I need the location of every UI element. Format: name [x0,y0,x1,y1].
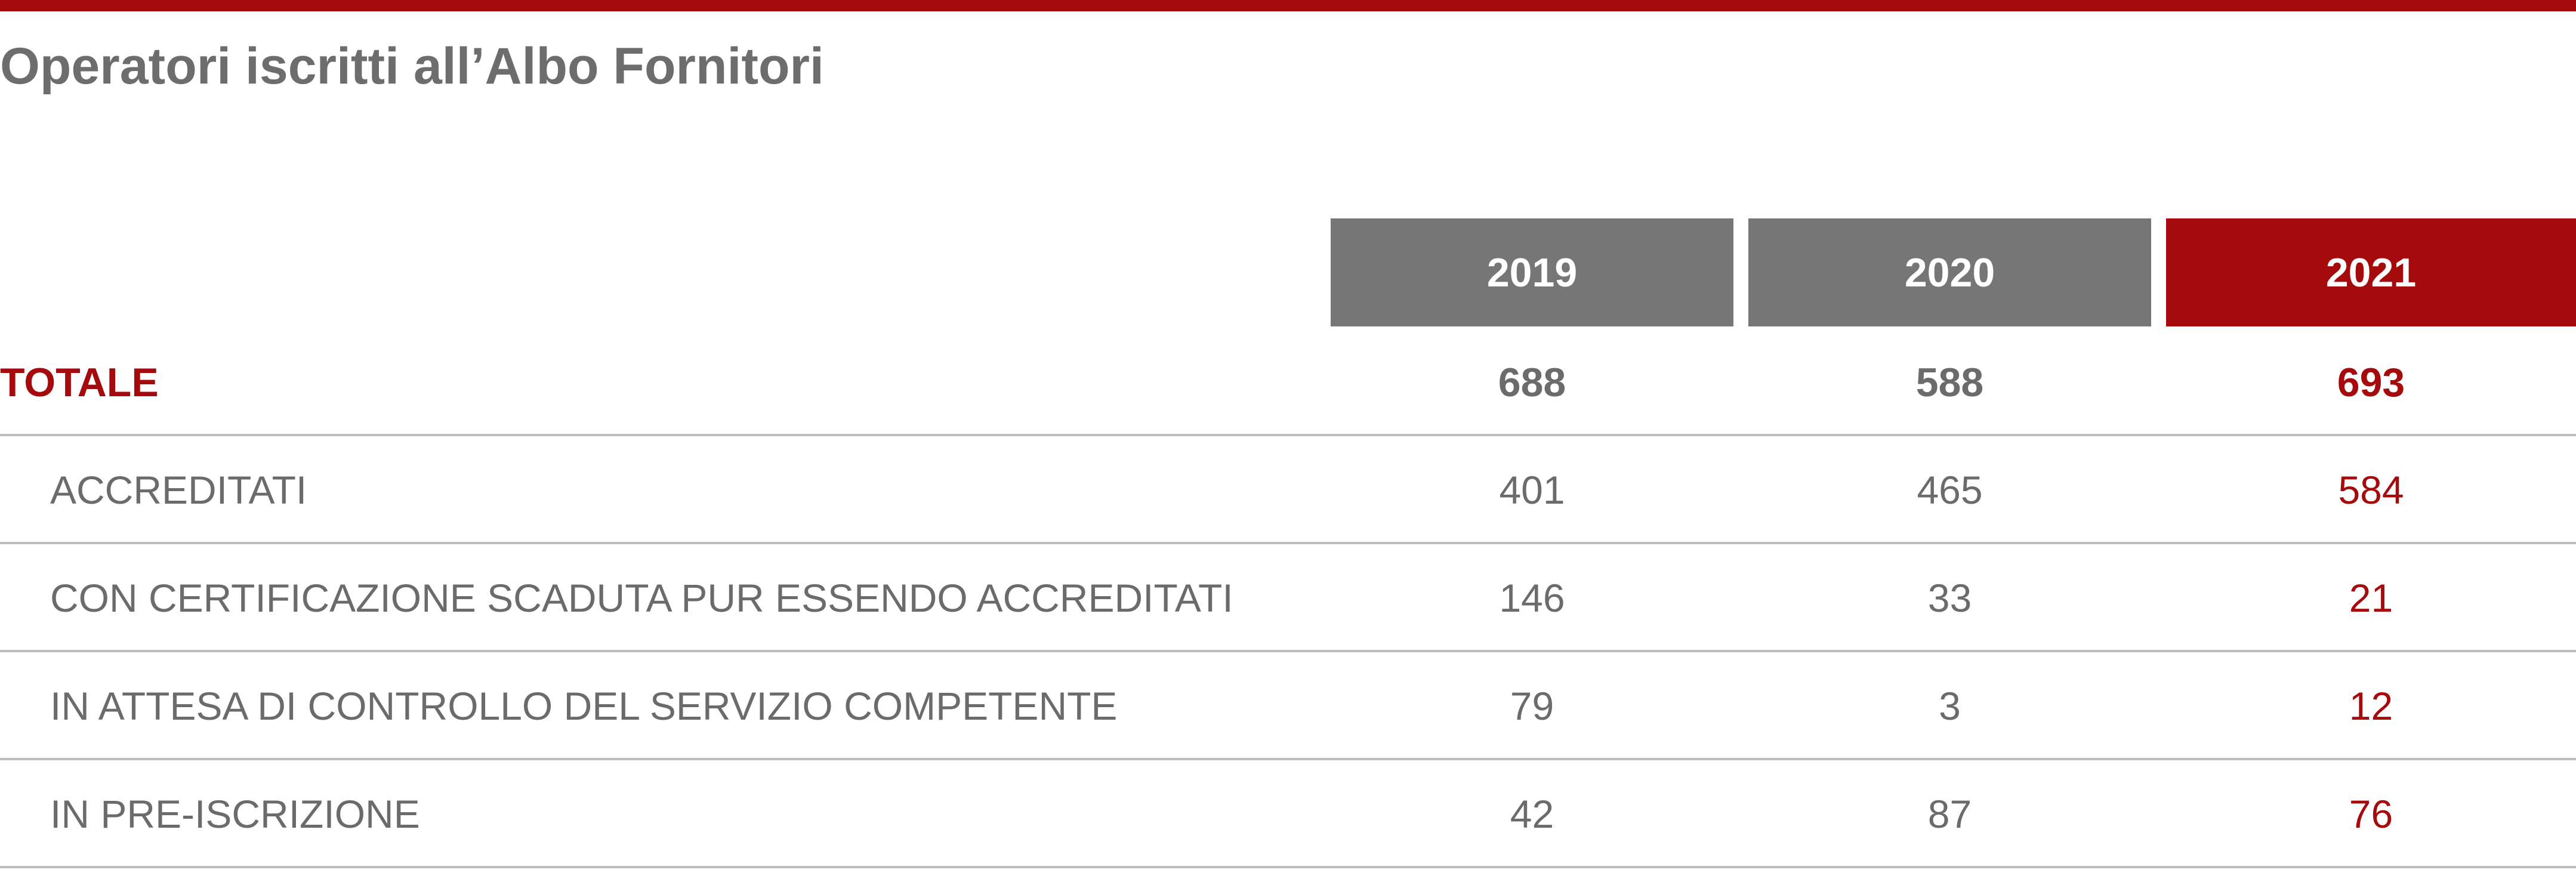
cell-in-attesa-2019: 79 [1510,684,1554,728]
table-row-totale: TOTALE 688 588 693 [0,329,2576,436]
row-label-certificazione-scaduta: CON CERTIFICAZIONE SCADUTA PUR ESSENDO A… [50,576,1233,620]
cell-accreditati-2020: 465 [1917,468,1983,512]
row-label-pre-iscrizione: IN PRE-ISCRIZIONE [50,792,420,836]
cell-in-attesa-2021: 12 [2349,684,2393,728]
table-row-pre-iscrizione: IN PRE-ISCRIZIONE 42 87 76 [0,760,2576,868]
cell-in-attesa-2020: 3 [1939,684,1961,728]
row-divider [0,542,2576,544]
cell-totale-2020: 588 [1915,360,1984,405]
row-divider [0,650,2576,652]
row-divider [0,758,2576,760]
cell-pre-iscrizione-2021: 76 [2349,792,2393,836]
cell-accreditati-2019: 401 [1499,468,1565,512]
top-accent-bar [0,0,2576,11]
row-label-accreditati: ACCREDITATI [50,468,307,512]
row-divider [0,866,2576,868]
cell-totale-2019: 688 [1498,360,1566,405]
cell-accreditati-2021: 584 [2338,468,2404,512]
row-label-in-attesa: IN ATTESA DI CONTROLLO DEL SERVIZIO COMP… [50,684,1118,728]
cell-totale-2021: 693 [2337,360,2405,405]
column-header-2021: 2021 [2166,218,2576,326]
row-label-totale: TOTALE [0,360,159,405]
cell-certificazione-scaduta-2019: 146 [1499,576,1565,620]
cell-certificazione-scaduta-2020: 33 [1927,576,1972,620]
table-row-in-attesa: IN ATTESA DI CONTROLLO DEL SERVIZIO COMP… [0,652,2576,760]
table-row-certificazione-scaduta: CON CERTIFICAZIONE SCADUTA PUR ESSENDO A… [0,544,2576,652]
column-header-2020: 2020 [1748,218,2151,326]
row-divider [0,434,2576,436]
cell-pre-iscrizione-2020: 87 [1927,792,1972,836]
cell-pre-iscrizione-2019: 42 [1510,792,1554,836]
cell-certificazione-scaduta-2021: 21 [2349,576,2393,620]
page-title: Operatori iscritti all’Albo Fornitori [0,38,824,95]
table-row-accreditati: ACCREDITATI 401 465 584 [0,436,2576,544]
column-header-2019: 2019 [1331,218,1733,326]
